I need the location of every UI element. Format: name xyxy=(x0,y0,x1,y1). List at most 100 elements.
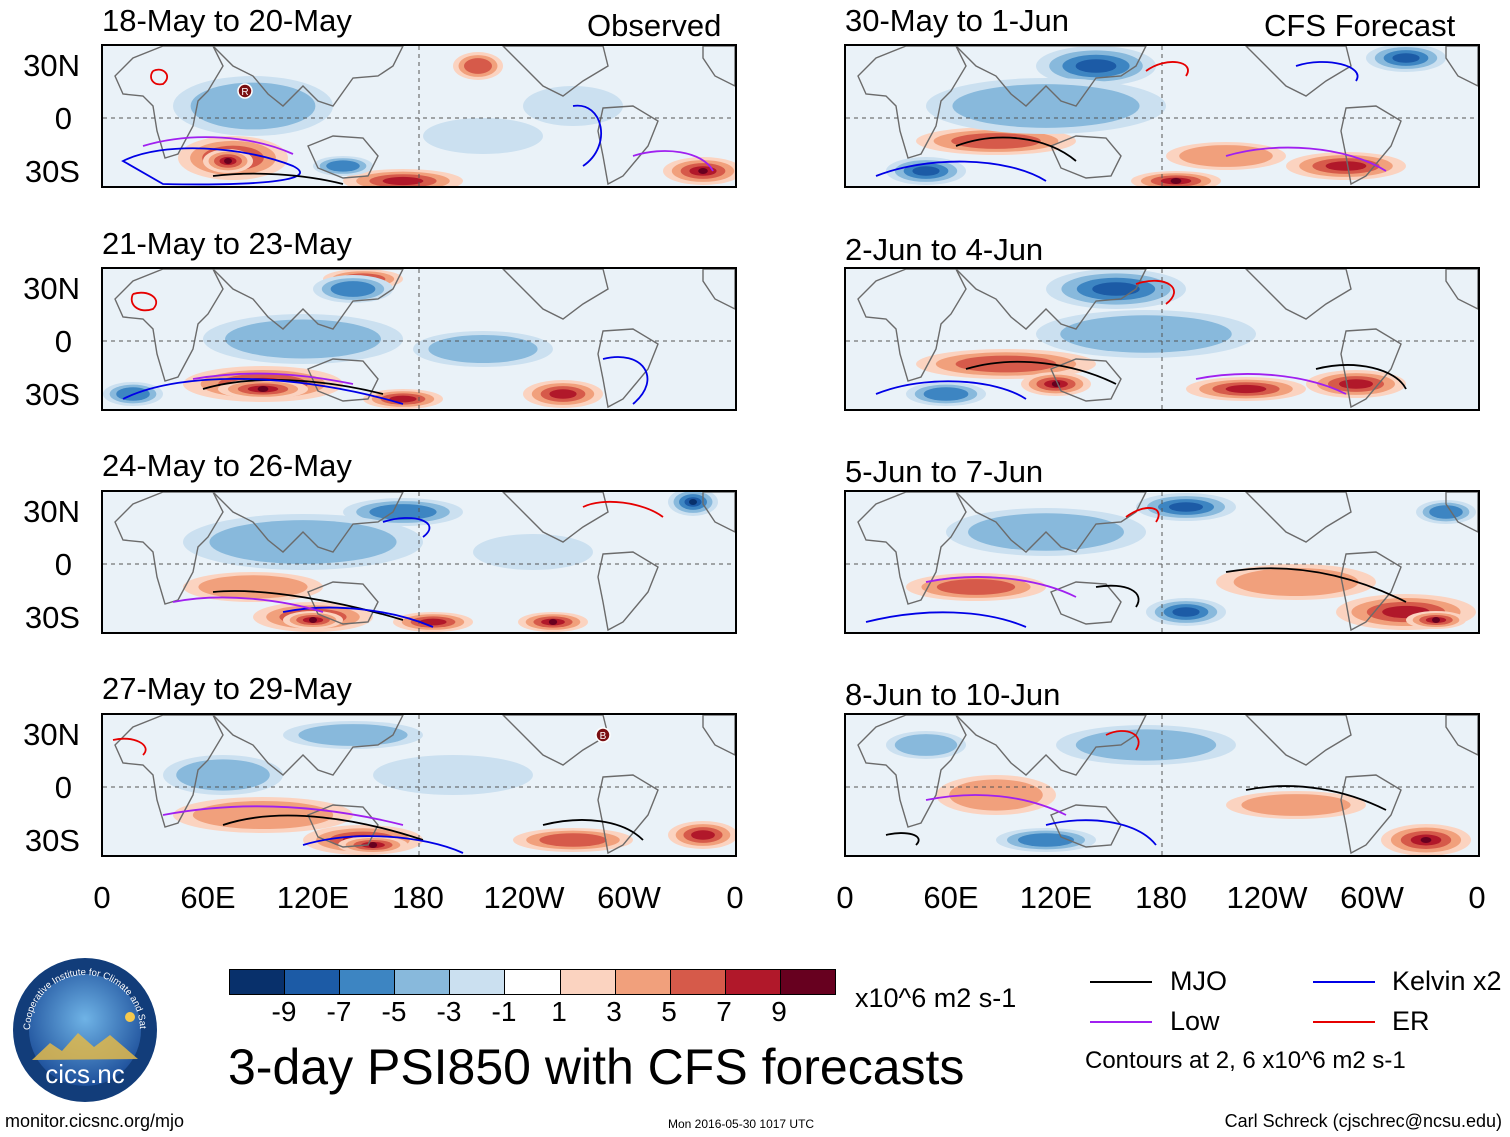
map-left-3: B xyxy=(103,715,735,855)
storm-marker-label: R xyxy=(241,87,248,98)
map-right-2 xyxy=(846,492,1478,632)
legend-label-er: ER xyxy=(1392,1006,1430,1036)
positive-anomaly xyxy=(1420,837,1432,843)
negative-anomaly xyxy=(689,499,697,505)
negative-anomaly xyxy=(330,281,376,297)
lat-label-30n-1: 30N xyxy=(23,271,80,306)
wave-contour xyxy=(542,819,644,841)
coastline xyxy=(114,269,224,382)
map-right-3 xyxy=(846,715,1478,855)
coastline xyxy=(212,269,404,330)
logo-name: cics.nc xyxy=(45,1059,124,1089)
positive-anomaly xyxy=(1225,384,1267,394)
coastline xyxy=(1445,492,1478,533)
colorbar-swatch xyxy=(670,970,726,994)
positive-anomaly xyxy=(309,617,317,623)
colorbar-swatch xyxy=(780,970,836,994)
map-left-1 xyxy=(103,269,735,409)
negative-anomaly xyxy=(894,734,958,756)
wave-contour xyxy=(1045,819,1157,846)
coastline xyxy=(702,492,735,533)
lat-label-30n-0: 30N xyxy=(23,48,80,83)
negative-anomaly xyxy=(298,724,408,746)
wave-contour xyxy=(1105,730,1140,751)
wave-contour xyxy=(925,794,1067,816)
observed-tag: Observed xyxy=(587,8,722,43)
coastline xyxy=(1245,715,1352,766)
coastline xyxy=(597,551,659,632)
positive-anomaly xyxy=(389,395,417,403)
lon-label-left-180: 180 xyxy=(392,880,444,915)
coastline xyxy=(212,492,404,553)
wave-contour xyxy=(572,104,602,167)
colorbar-tick-label: -7 xyxy=(326,996,352,1027)
wave-contour xyxy=(121,147,301,186)
negative-anomaly xyxy=(912,166,940,176)
lon-label-right-60w: 60W xyxy=(1340,880,1404,915)
storm-marker-label: B xyxy=(600,731,607,742)
coastline xyxy=(702,715,735,756)
lon-label-left-360: 0 xyxy=(726,880,744,915)
positive-anomaly xyxy=(1325,161,1367,171)
wave-contour xyxy=(1125,507,1160,523)
wave-contour xyxy=(192,372,354,385)
positive-anomaly xyxy=(691,830,715,840)
colorbar xyxy=(229,969,836,995)
positive-anomaly xyxy=(224,158,232,164)
coastline xyxy=(955,46,1147,107)
lon-label-right-180: 180 xyxy=(1135,880,1187,915)
wave-contour xyxy=(965,360,1117,385)
wave-contour xyxy=(130,291,158,312)
wave-contour xyxy=(212,590,404,621)
wave-contour xyxy=(1245,785,1387,811)
coastline xyxy=(1245,269,1352,320)
cfs-forecast-tag: CFS Forecast xyxy=(1264,8,1456,43)
footer-site[interactable]: monitor.cicsnc.org/mjo xyxy=(5,1111,185,1131)
colorbar-units: x10^6 m2 s-1 xyxy=(855,983,1017,1013)
legend-line-er xyxy=(1313,1021,1375,1023)
wave-contour xyxy=(602,356,649,405)
lon-label-left-120w: 120W xyxy=(483,880,565,915)
map-left-0: R xyxy=(103,46,735,186)
colorbar-swatch xyxy=(615,970,671,994)
colorbar-tick-label: -1 xyxy=(491,996,517,1027)
wave-contour xyxy=(112,737,147,756)
panel-title-right-0: 30-May to 1-Jun xyxy=(845,3,1069,38)
coastline xyxy=(307,804,379,848)
coastline xyxy=(597,105,659,186)
lon-label-left-60e: 60E xyxy=(180,880,236,915)
coastline xyxy=(1050,135,1122,179)
map-panel-left-2 xyxy=(101,490,737,634)
lon-label-right-0: 0 xyxy=(836,880,854,915)
panel-title-right-2: 5-Jun to 7-Jun xyxy=(845,454,1044,489)
coastline xyxy=(1340,551,1402,632)
coastline xyxy=(114,715,224,828)
wave-contour xyxy=(1135,279,1175,305)
colorbar-swatch xyxy=(230,970,286,994)
colorbar-tick-label: 3 xyxy=(606,996,622,1027)
positive-anomaly xyxy=(368,842,378,848)
wave-contour xyxy=(302,835,464,854)
coastline xyxy=(307,135,379,179)
panel-title-left-0: 18-May to 20-May xyxy=(102,3,352,38)
positive-anomaly xyxy=(1233,567,1359,597)
coastline xyxy=(955,269,1147,330)
positive-anomaly xyxy=(698,168,708,174)
lon-label-left-120e: 120E xyxy=(276,880,350,915)
colorbar-tick-label: 9 xyxy=(771,996,787,1027)
colorbar-swatch xyxy=(395,970,451,994)
coastline xyxy=(857,269,967,382)
legend-line-kelvin xyxy=(1313,981,1375,983)
coastline xyxy=(597,328,659,409)
coastline xyxy=(502,46,609,97)
map-panel-left-3: B xyxy=(101,713,737,857)
wave-contour xyxy=(1225,146,1387,172)
coastline xyxy=(1050,804,1122,848)
wave-contour xyxy=(1145,61,1189,77)
legend-line-low xyxy=(1090,1021,1152,1023)
positive-anomaly xyxy=(1339,379,1373,389)
lat-label-30n-3: 30N xyxy=(23,717,80,752)
coastline xyxy=(1245,46,1352,97)
contour-note: Contours at 2, 6 x10^6 m2 s-1 xyxy=(1085,1047,1406,1074)
panel-title-left-1: 21-May to 23-May xyxy=(102,226,352,261)
